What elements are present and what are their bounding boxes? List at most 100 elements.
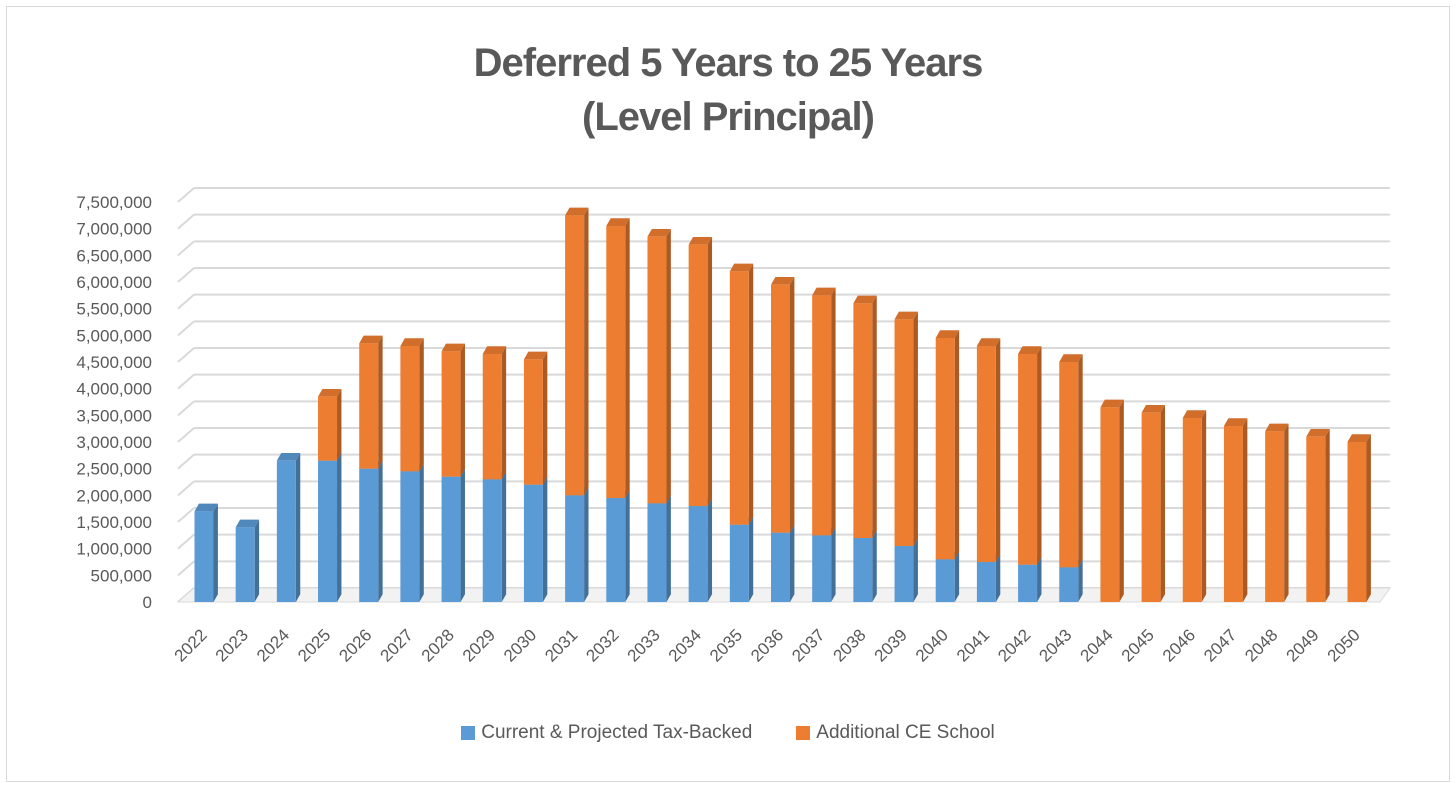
gridline-side (177, 187, 195, 203)
bar-ce-school (441, 343, 465, 477)
x-axis-tick-labels: 2022 2023 2024 2025 2026 2027 2028 2029 2030 2031… (171, 625, 1364, 665)
x-tick-label: 2031 (541, 625, 581, 665)
x-tick-label: 2032 (582, 625, 622, 665)
x-tick-label: 2036 (747, 625, 787, 665)
gridline-side (177, 427, 195, 443)
bar-stack (812, 287, 836, 602)
y-tick-label: 6,500,000 (76, 246, 152, 265)
y-tick-label: 4,000,000 (76, 380, 152, 399)
gridline-side (177, 213, 195, 230)
bar-ce-school (1182, 410, 1207, 602)
bar-tax-backed (194, 503, 218, 602)
bar-stack (647, 228, 671, 602)
x-tick-label: 2024 (253, 625, 293, 665)
gridline-side (177, 560, 195, 577)
y-tick-label: 2,000,000 (76, 486, 152, 505)
bar-ce-school (1141, 404, 1166, 602)
bar-stack (359, 335, 383, 602)
y-tick-label: 7,000,000 (76, 220, 152, 239)
bar-stack (441, 343, 465, 602)
bar-tax-backed (853, 530, 877, 602)
chart-title-line-2: (Level Principal) (582, 95, 875, 139)
x-tick-label: 2038 (830, 625, 870, 665)
bar-stack (606, 218, 630, 602)
bar-tax-backed (812, 527, 836, 602)
bar-stack (688, 236, 713, 602)
legend-swatch-ce-school (796, 726, 811, 740)
bar-stack (482, 346, 507, 602)
x-tick-label: 2033 (624, 625, 664, 665)
bar-ce-school (647, 228, 671, 504)
y-axis-tick-labels: 0 500,000 1,000,000 1,500,000 2,000,000 2,500… (76, 193, 152, 612)
x-tick-label: 2023 (212, 625, 252, 665)
bar-ce-school (771, 276, 795, 533)
x-tick-label: 2045 (1118, 625, 1158, 665)
bar-tax-backed (688, 498, 713, 602)
x-tick-label: 2029 (459, 625, 499, 665)
bar-stack (771, 276, 795, 602)
bar-stack (1018, 346, 1042, 602)
bar-ce-school (1018, 346, 1042, 565)
x-tick-label: 2048 (1241, 625, 1281, 665)
legend: Current & Projected Tax-Backed Additiona… (0, 722, 1456, 744)
bar-ce-school (482, 346, 507, 480)
y-tick-label: 7,500,000 (76, 193, 152, 212)
x-tick-label: 2040 (912, 625, 952, 665)
bar-tax-backed (523, 476, 548, 602)
bar-stack (1223, 418, 1248, 602)
bar-ce-school (729, 263, 754, 525)
bar-stack (194, 503, 218, 602)
bar-stack (1306, 428, 1330, 602)
y-tick-label: 6,000,000 (76, 273, 152, 292)
bar-ce-school (812, 287, 836, 536)
bar-stack (976, 338, 1001, 602)
bar-stack (523, 351, 548, 602)
gridline-side (177, 347, 195, 363)
x-tick-label: 2050 (1324, 625, 1364, 665)
x-tick-label: 2042 (994, 625, 1034, 665)
gridline-side (177, 320, 195, 337)
bar-tax-backed (606, 490, 630, 602)
bar-ce-school (976, 338, 1001, 562)
x-tick-label: 2043 (1035, 625, 1075, 665)
x-tick-label: 2041 (953, 625, 993, 665)
x-tick-label: 2027 (377, 625, 417, 665)
bar-ce-school (400, 338, 424, 472)
bar-ce-school (523, 351, 548, 485)
x-tick-label: 2030 (500, 625, 540, 665)
bar-stack (1182, 410, 1207, 602)
legend-item-ce-school: Additional CE School (796, 722, 995, 744)
bar-stack (729, 263, 754, 602)
y-tick-label: 1,000,000 (76, 540, 152, 559)
bar-stack (935, 330, 960, 602)
legend-label-tax-backed: Current & Projected Tax-Backed (481, 722, 753, 743)
bar-stack (894, 311, 918, 602)
y-tick-label: 5,000,000 (76, 326, 152, 345)
bar-ce-school (935, 330, 960, 560)
bar-stack (1141, 404, 1166, 602)
x-tick-label: 2049 (1282, 625, 1322, 665)
gridline-side (177, 507, 195, 523)
bar-ce-school (1223, 418, 1248, 602)
bar-tax-backed (729, 516, 754, 602)
bar-tax-backed (482, 471, 507, 602)
bar-ce-school (318, 388, 342, 461)
bar-tax-backed (400, 463, 424, 602)
bar-ce-school (894, 311, 918, 546)
bar-tax-backed (647, 495, 671, 602)
bar-stack (318, 388, 342, 602)
x-tick-label: 2037 (788, 625, 828, 665)
legend-label-ce-school: Additional CE School (816, 722, 995, 743)
bar-ce-school (606, 218, 630, 499)
x-tick-label: 2028 (418, 625, 458, 665)
x-tick-label: 2046 (1159, 625, 1199, 665)
bar-ce-school (1059, 354, 1083, 568)
bar-tax-backed (565, 487, 589, 602)
y-tick-label: 2,500,000 (76, 460, 152, 479)
y-tick-label: 1,500,000 (76, 513, 152, 532)
gridline-side (177, 240, 195, 257)
bar-ce-school (688, 236, 713, 506)
x-tick-label: 2044 (1077, 625, 1117, 665)
bar-tax-backed (359, 460, 383, 602)
x-tick-label: 2034 (665, 625, 705, 665)
